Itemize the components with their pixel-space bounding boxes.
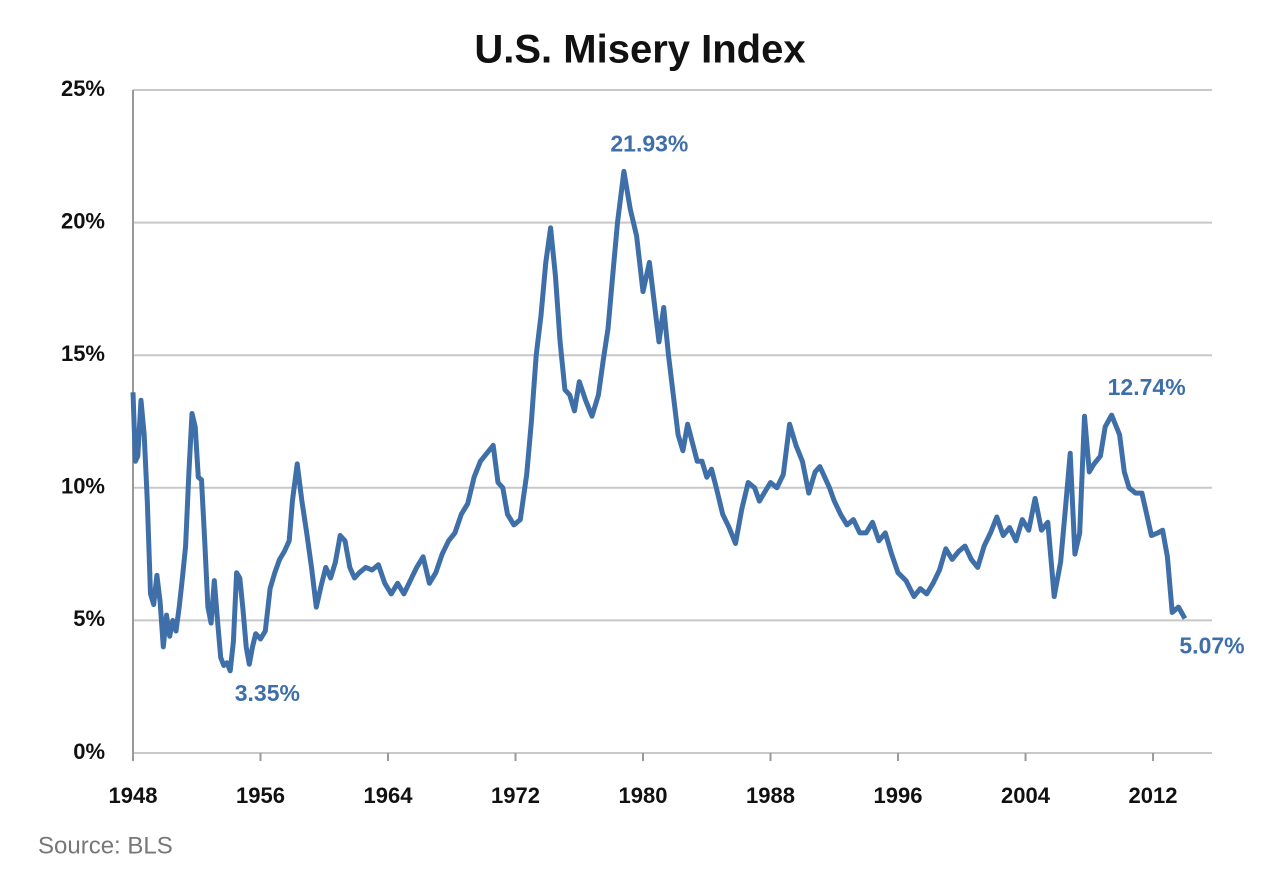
data-label: 21.93% xyxy=(610,130,688,156)
data-label: 3.35% xyxy=(235,680,300,706)
y-tick-label: 10% xyxy=(61,474,105,499)
y-tick-label: 0% xyxy=(73,739,105,764)
y-tick-label: 25% xyxy=(61,76,105,101)
data-label: 12.74% xyxy=(1108,374,1186,400)
x-tick-label: 1988 xyxy=(746,783,795,808)
data-label: 5.07% xyxy=(1179,633,1244,659)
x-tick-label: 1996 xyxy=(874,783,923,808)
y-tick-label: 20% xyxy=(61,208,105,233)
y-tick-label: 5% xyxy=(73,606,105,631)
y-tick-label: 15% xyxy=(61,341,105,366)
x-tick-label: 2004 xyxy=(1001,783,1051,808)
x-tick-label: 1964 xyxy=(364,783,414,808)
line-series xyxy=(130,168,1188,674)
chart-title: U.S. Misery Index xyxy=(474,28,805,72)
source-note: Source: BLS xyxy=(38,832,173,859)
x-tick-label: 1956 xyxy=(236,783,285,808)
x-tick-label: 2012 xyxy=(1129,783,1178,808)
x-tick-label: 1980 xyxy=(619,783,668,808)
x-tick-label: 1948 xyxy=(109,783,158,808)
x-tick-label: 1972 xyxy=(491,783,540,808)
